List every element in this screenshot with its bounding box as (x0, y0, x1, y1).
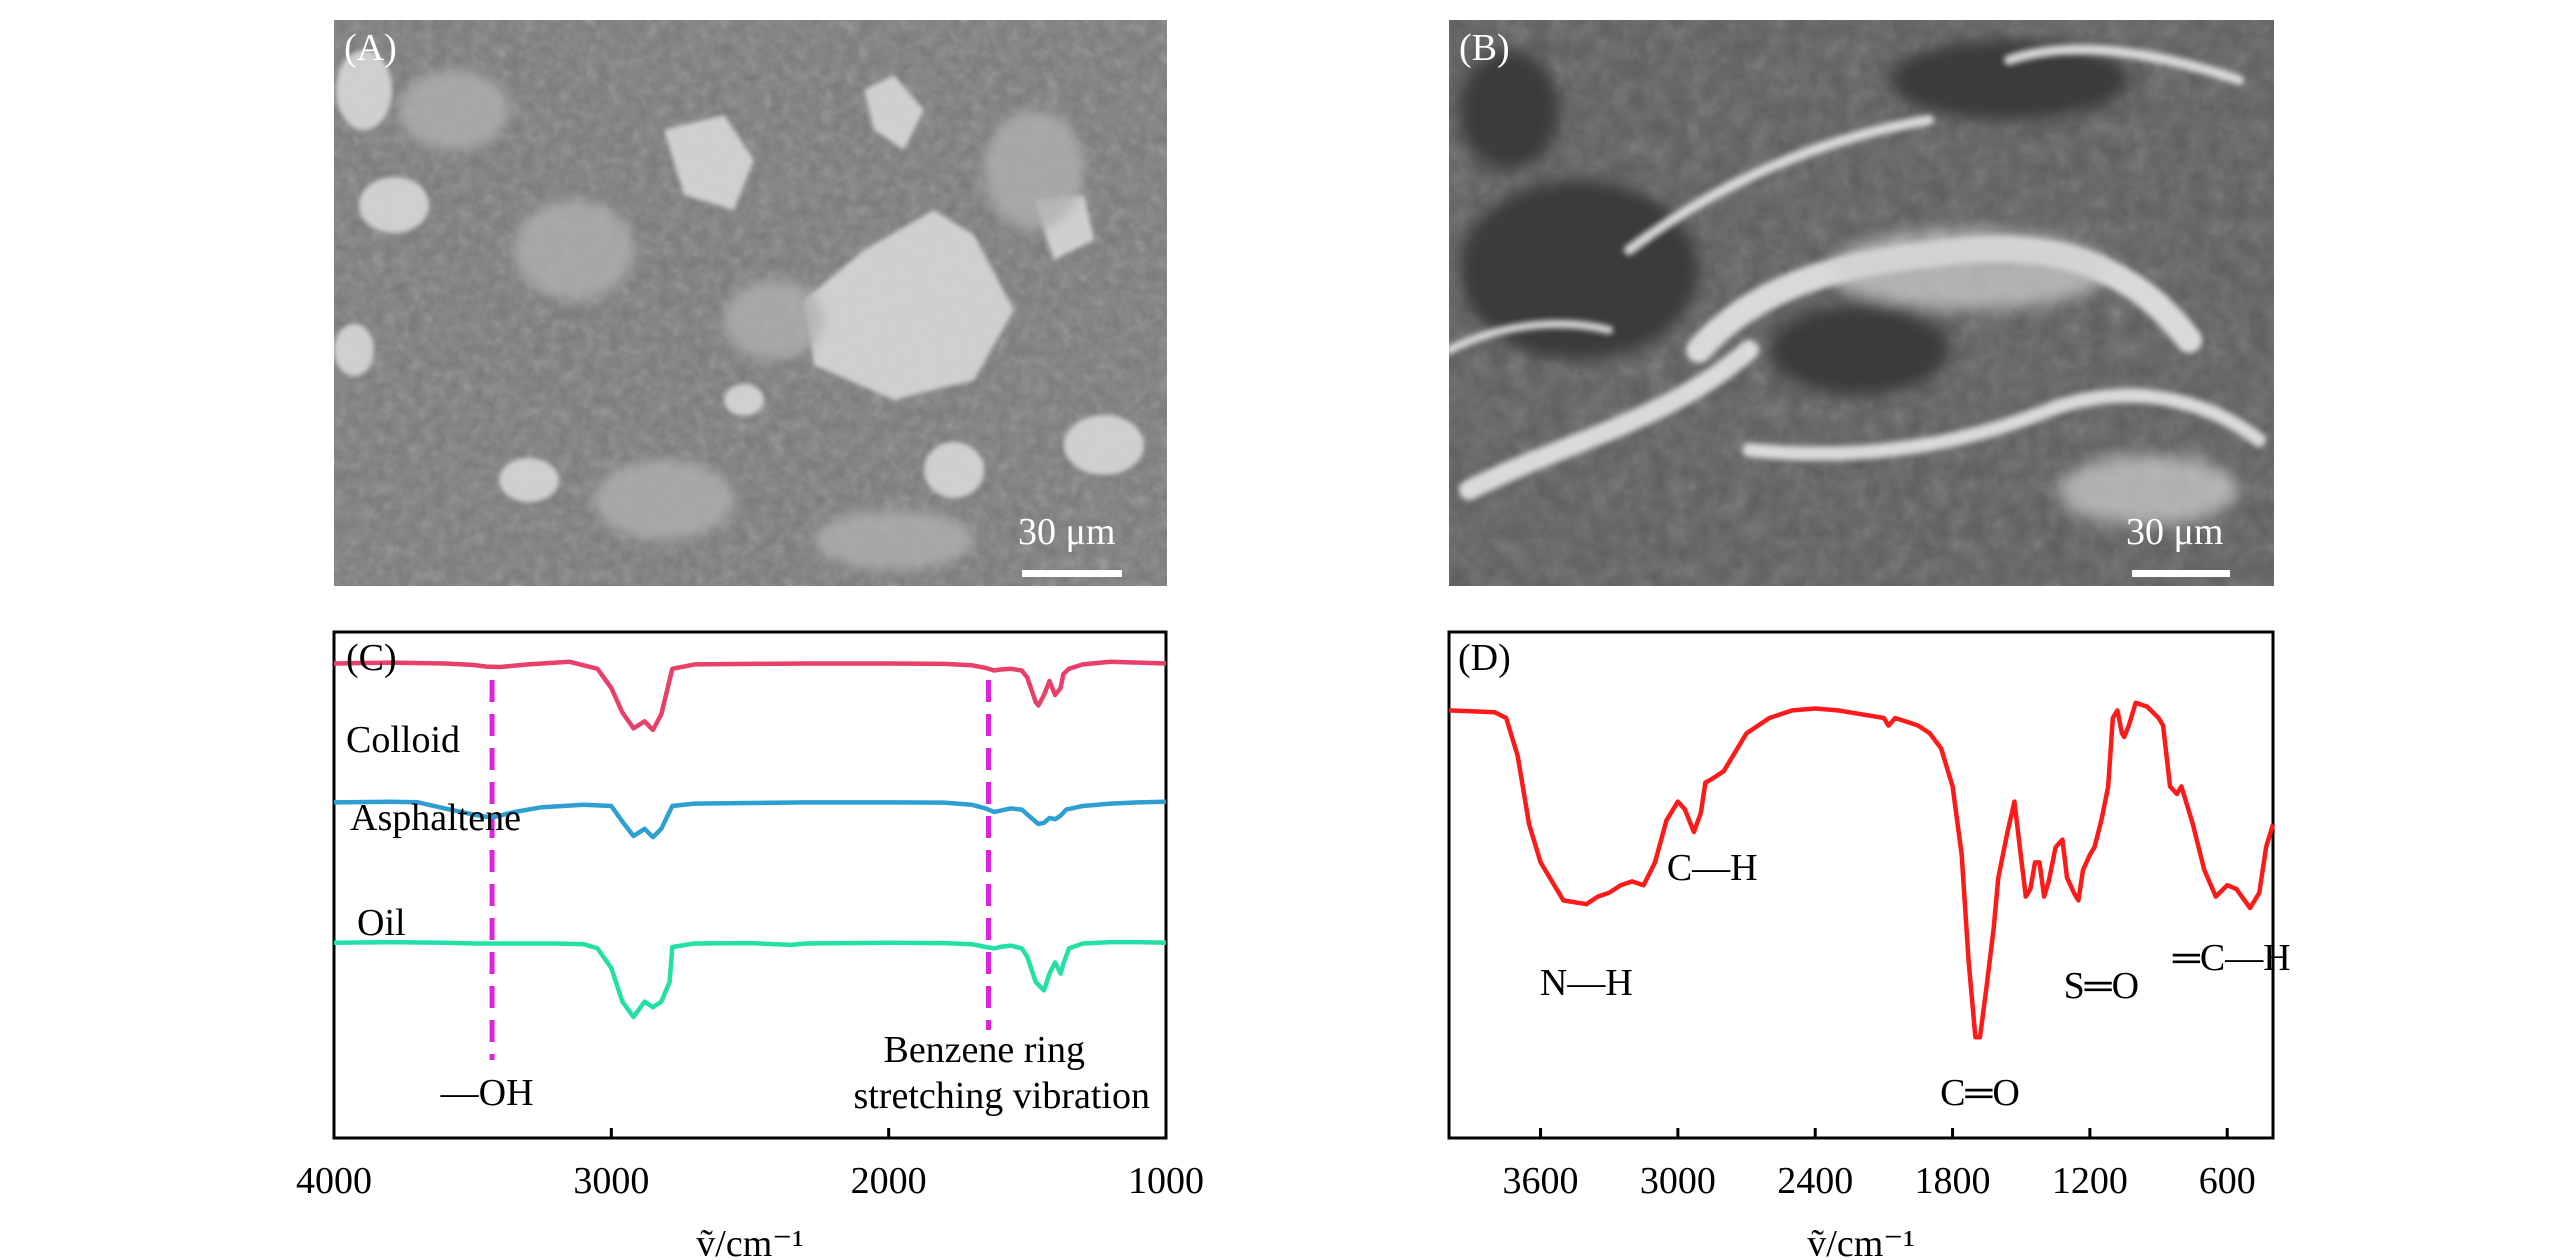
scale-bar-a (1022, 570, 1122, 577)
x-tick-label-d-2: 2400 (1777, 1160, 1853, 1202)
x-tick-label-c-0: 4000 (296, 1160, 372, 1202)
panel-label-c: (C) (346, 637, 397, 679)
x-tick-label-d-4: 1200 (2052, 1160, 2128, 1202)
x-axis-label-d: ṽ/cm⁻¹ (1807, 1223, 1914, 1260)
sem-image-a (334, 20, 1167, 586)
x-tick-label-c-1: 3000 (573, 1160, 649, 1202)
series-label-asphaltene: Asphaltene (350, 797, 521, 839)
plot-frame-d (1447, 630, 2275, 1140)
x-tick-label-d-1: 3000 (1640, 1160, 1716, 1202)
x-axis-label-c: ṽ/cm⁻¹ (696, 1223, 803, 1260)
series-line-ftir-d (1448, 700, 2276, 1040)
annotation-d-3: S═O (2064, 965, 2140, 1007)
x-tick-label-d-5: 600 (2199, 1160, 2256, 1202)
x-tick-label-d-0: 3600 (1503, 1160, 1579, 1202)
scale-bar-b (2132, 570, 2230, 577)
annotation-d-2: C═O (1940, 1072, 2020, 1114)
annotation-d-4: ═C—H (2172, 937, 2291, 979)
annotation-oh: —OH (440, 1072, 534, 1114)
series-line-asphaltene (333, 799, 1167, 840)
annotation-benzene-1: Benzene ring (883, 1029, 1085, 1071)
series-line-oil (333, 939, 1167, 1020)
x-tick-label-d-3: 1800 (1915, 1160, 1991, 1202)
scale-bar-label-b: 30 μm (2126, 511, 2224, 553)
panel-label-b: (B) (1459, 27, 1510, 69)
series-label-colloid: Colloid (346, 719, 460, 761)
series-line-colloid (333, 659, 1167, 733)
annotation-benzene-2: stretching vibration (853, 1075, 1150, 1117)
plot-frame-c (332, 630, 1168, 1140)
scale-bar-label-a: 30 μm (1018, 511, 1116, 553)
panel-label-a: (A) (344, 27, 397, 69)
sem-image-b (1449, 20, 2274, 586)
series-label-oil: Oil (357, 902, 406, 944)
panel-label-d: (D) (1458, 637, 1511, 679)
x-tick-label-c-3: 1000 (1128, 1160, 1204, 1202)
x-tick-label-c-2: 2000 (851, 1160, 927, 1202)
annotation-d-0: N—H (1540, 962, 1633, 1004)
annotation-d-1: C—H (1667, 847, 1758, 889)
